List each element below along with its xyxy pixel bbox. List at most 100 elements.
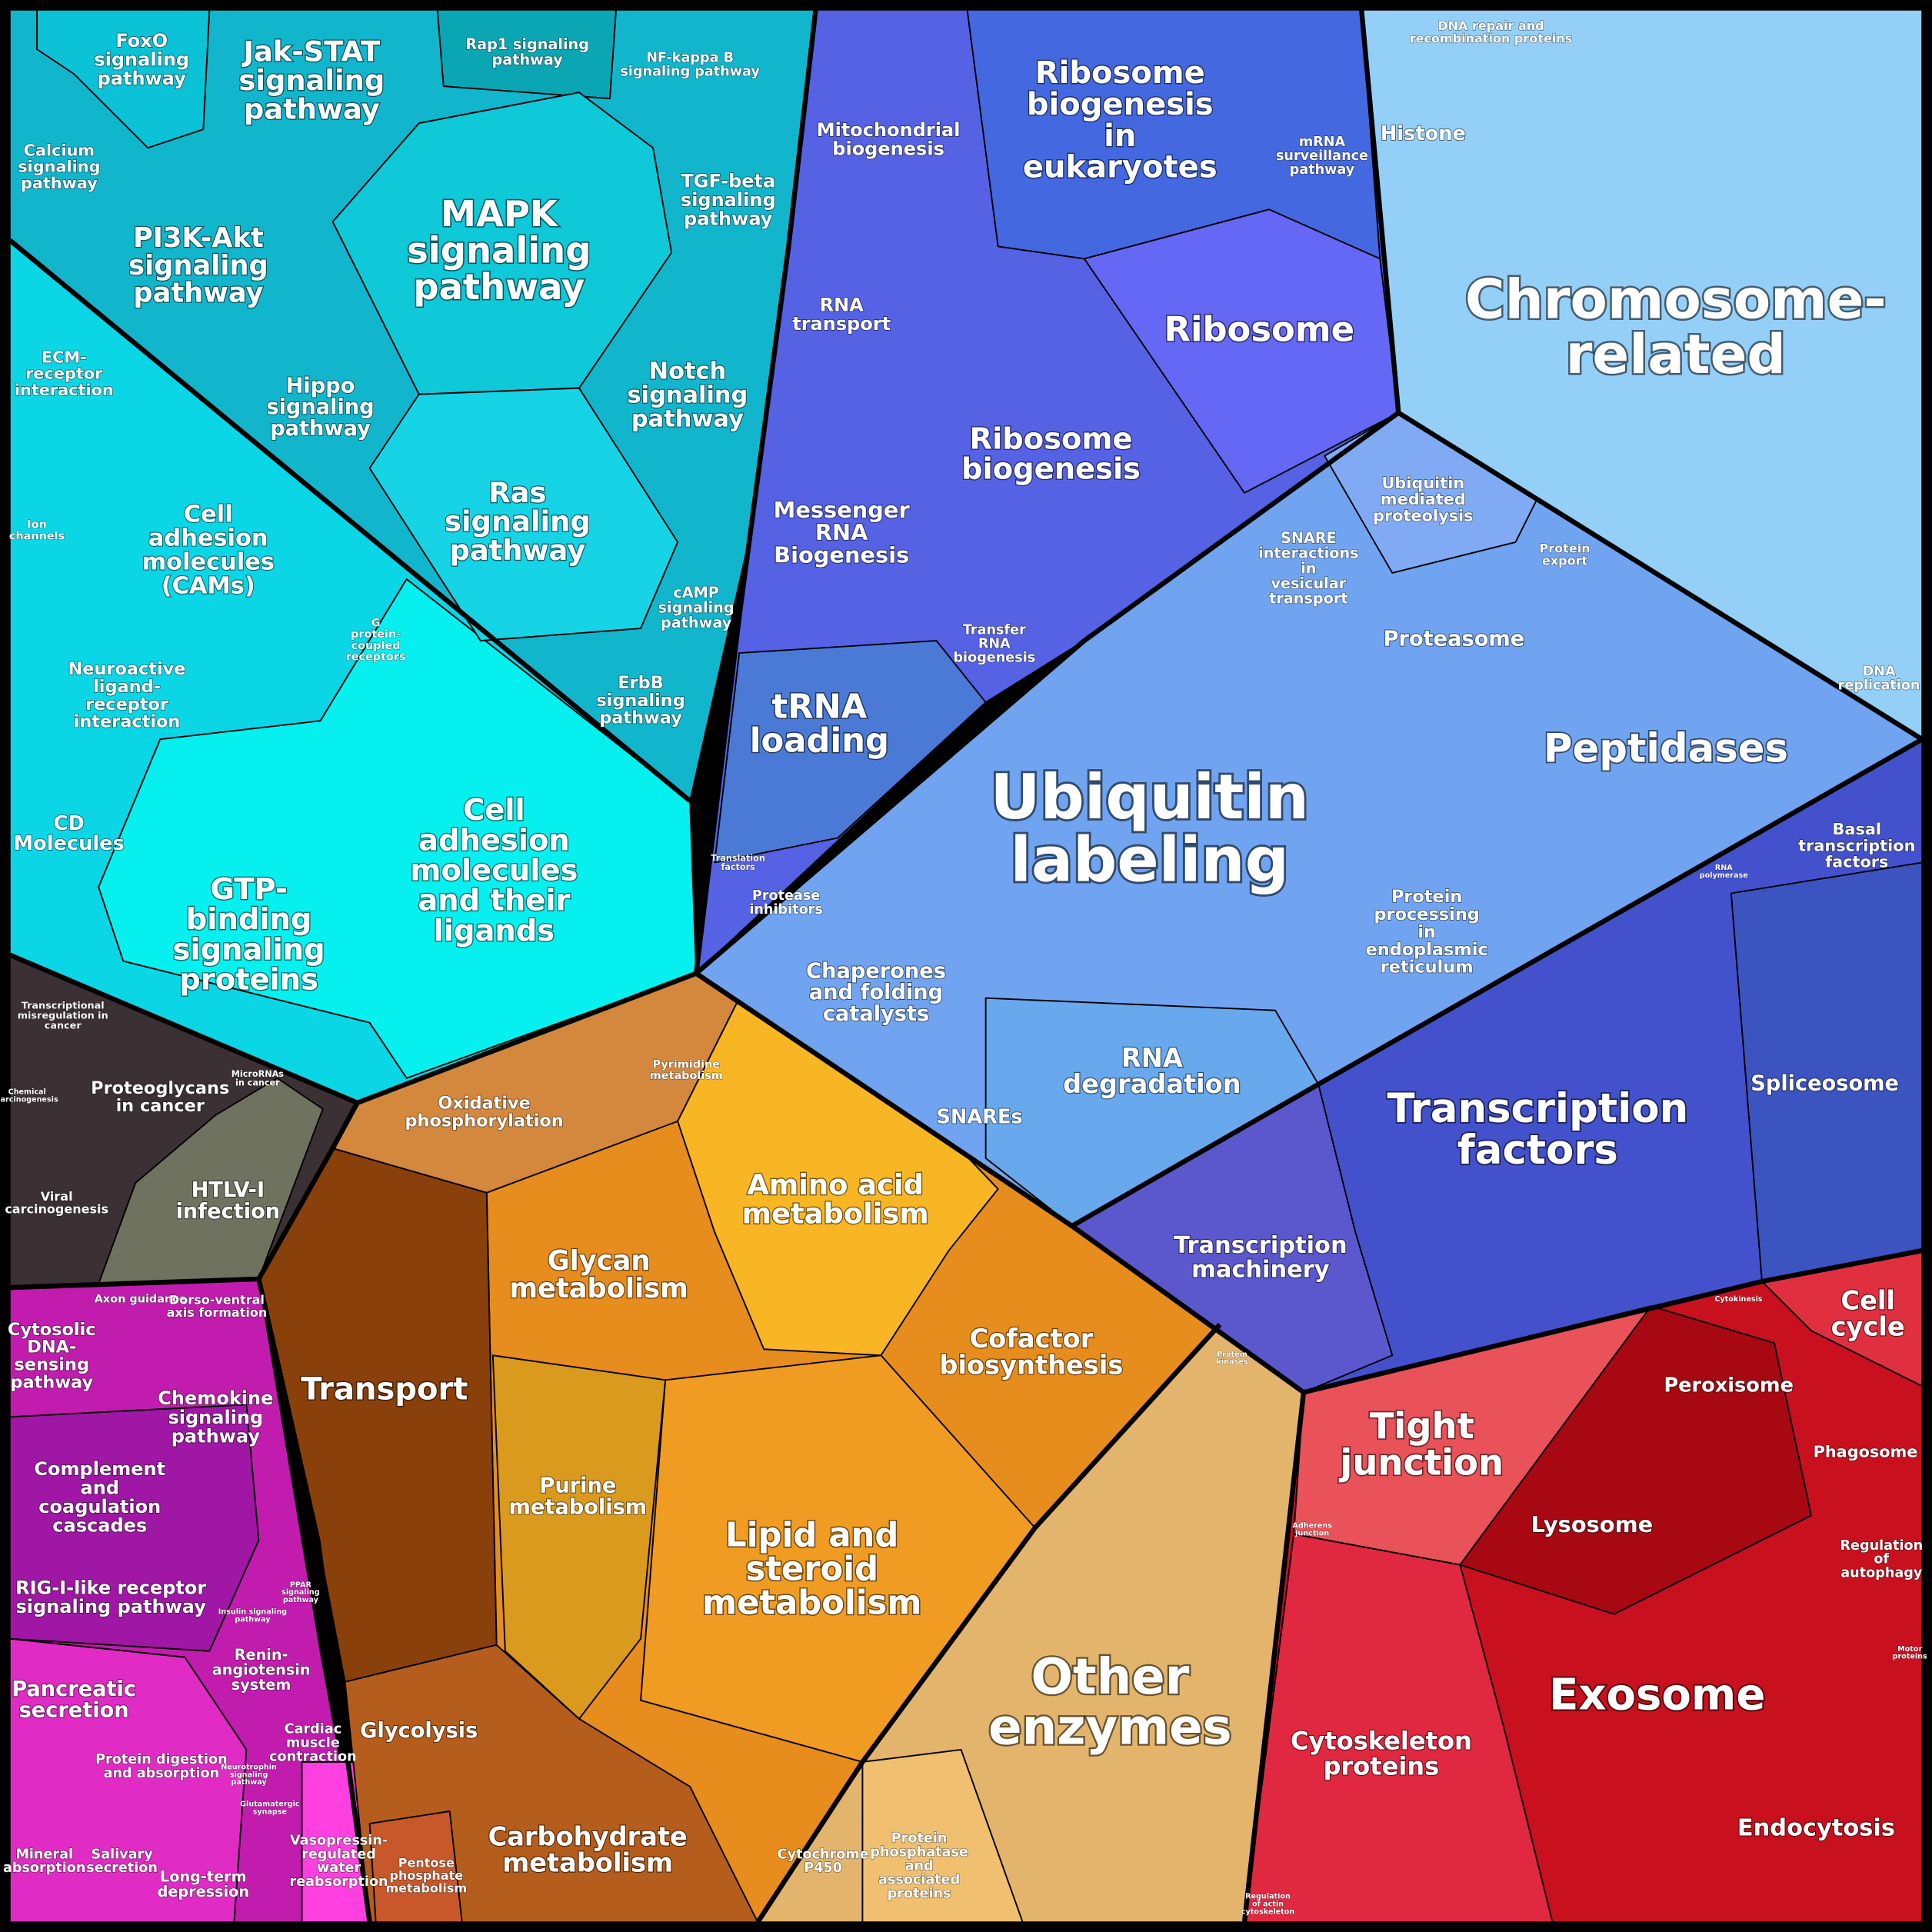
region-label: Glycolysis [360, 1719, 478, 1743]
border [1303, 1247, 1923, 1395]
cell [1459, 1305, 1812, 1615]
region-label: SNARE interactions in vesicular transport [1258, 529, 1358, 607]
region-label: ECM-receptor interaction [15, 348, 114, 398]
region-label: Proteoglycans in cancer [91, 1078, 229, 1116]
region-label: CD Molecules [14, 812, 125, 855]
region-label: Cytochrome P450 [778, 1847, 869, 1876]
region-label: Calcium signaling pathway [18, 141, 100, 192]
region-label: ErbB signaling pathway [596, 673, 685, 728]
region-label: Protein export [1540, 541, 1591, 568]
region-label: Lipid and steroid metabolism [702, 1516, 921, 1622]
border [755, 1323, 1222, 1924]
region-label: Jak-STAT signaling pathway [238, 35, 385, 125]
region-label: Purine metabolism [509, 1474, 648, 1520]
cell [368, 387, 679, 642]
region-label: Neurotrophin signaling pathway [221, 1763, 277, 1787]
region-label: HTLV-I infection [176, 1178, 281, 1224]
region-label: Pyrimidine metabolism [650, 1058, 723, 1082]
region-label: Chaperones and folding catalysts [806, 959, 946, 1026]
region-label: Peptidases [1544, 725, 1788, 771]
region-label: Translation factors [711, 854, 764, 872]
region-label: Spliceosome [1750, 1072, 1899, 1096]
region-label: Messenger RNA Biogenesis [774, 497, 911, 568]
region-label: Renin-angiotensin system [212, 1646, 311, 1694]
region-label: Ion channels [9, 519, 65, 543]
region-label: Cell cycle [1831, 1285, 1905, 1341]
region-label: Transport [301, 1372, 468, 1407]
region-label: Transcriptional misregulation in cancer [18, 1000, 108, 1031]
region-label: Pancreatic secretion [12, 1677, 136, 1723]
region-label: tRNA loading [750, 688, 889, 760]
region-label: Ribosome biogenesis in eukaryotes [1023, 55, 1217, 185]
region-label: Chemical carcinogenesis [0, 1088, 58, 1104]
region-label: Glycan metabolism [509, 1245, 688, 1304]
region-label: Other enzymes [988, 1649, 1232, 1756]
region-label: Carbohydrate metabolism [488, 1821, 688, 1877]
region-label: RNA transport [792, 295, 891, 335]
region-label: Transfer RNA biogenesis [953, 622, 1035, 665]
region-label: Ras signaling pathway [445, 476, 591, 567]
region-label: Mitochondrial biogenesis [817, 119, 961, 160]
region-label: Protease inhibitors [749, 888, 822, 918]
region-label: Regulation of autophagy [1840, 1538, 1923, 1581]
region-label: Cytoskeleton proteins [1291, 1727, 1472, 1781]
cell [491, 1354, 667, 1720]
region-label: Exosome [1549, 1670, 1765, 1720]
region-label: Ribosome biogenesis [961, 421, 1141, 486]
region-label: Long-term depression [158, 1867, 249, 1900]
border [256, 1278, 372, 1923]
region-label: MicroRNAs in cancer [232, 1069, 285, 1088]
region-label: Glutamatergic synapse [240, 1800, 300, 1817]
region-label: Notch signaling pathway [628, 358, 748, 432]
region-label: Dorso-ventral axis formation [167, 1293, 268, 1320]
region-label: Basal transcription factors [1798, 820, 1915, 871]
region-label: Complement and coagulation cascades [34, 1458, 165, 1537]
region-label: Regulation of actin cytoskeleton [1241, 1893, 1295, 1917]
region-label: Chemokine signaling pathway [158, 1387, 273, 1447]
border [8, 238, 692, 803]
region-label: Ribosome [1164, 308, 1354, 349]
region-label: Ubiquitin labeling [991, 761, 1309, 896]
region-label: Histone [1381, 122, 1466, 145]
region-label: PI3K-Akt signaling pathway [128, 222, 268, 309]
region-label: Protein phosphatase and associated proteins [870, 1831, 968, 1902]
region-label: Cardiac muscle contraction [269, 1721, 357, 1764]
cell [714, 640, 987, 864]
region-label: SNAREs [937, 1105, 1023, 1128]
border [8, 9, 818, 1106]
region-label: Insulin signaling pathway [218, 1608, 287, 1624]
region-label: Cytosolic DNA-sensing pathway [8, 1320, 96, 1393]
region-label: Neuroactive ligand-receptor interaction [68, 659, 186, 732]
region-label: Motor proteins [1893, 1645, 1927, 1661]
region-label: Protein digestion and absorption [95, 1752, 228, 1781]
region-label: Phagosome [1814, 1442, 1918, 1461]
region-label: Mineral absorption [3, 1847, 85, 1876]
region-label: Protein processing in endoplasmic reticulum [1366, 887, 1488, 978]
region-label: Axon guidance [95, 1294, 187, 1306]
region-label: mRNA surveillance pathway [1276, 135, 1368, 178]
region-label: TGF-beta signaling pathway [681, 170, 776, 229]
region-label: cAMP signaling pathway [658, 584, 734, 631]
region-label: Tight junction [1338, 1405, 1504, 1483]
region-label: Transcription machinery [1174, 1232, 1347, 1283]
region-label: Cell adhesion molecules (CAMs) [142, 501, 275, 600]
region-label: RNA polymerase [1700, 864, 1749, 880]
region-label: Viral carcinogenesis [5, 1189, 108, 1216]
region-label: Cofactor biosynthesis [939, 1324, 1123, 1380]
region-label: Lysosome [1531, 1511, 1653, 1537]
border [9, 1101, 360, 1291]
region-label: Chromosome-related [1465, 268, 1887, 386]
region-label: RNA degradation [1063, 1043, 1241, 1099]
region-label: MAPK signaling pathway [407, 193, 591, 308]
region-label: Proteasome [1384, 627, 1525, 651]
region-label: Oxidative phosphorylation [405, 1093, 563, 1131]
region-label: Ubiquitin mediated proteolysis [1373, 474, 1473, 525]
region-label: RIG-I-like receptor signaling pathway [15, 1577, 206, 1617]
region-label: Amino acid metabolism [742, 1168, 929, 1231]
region-label: Salivary secretion [86, 1847, 158, 1876]
border [695, 411, 1401, 976]
